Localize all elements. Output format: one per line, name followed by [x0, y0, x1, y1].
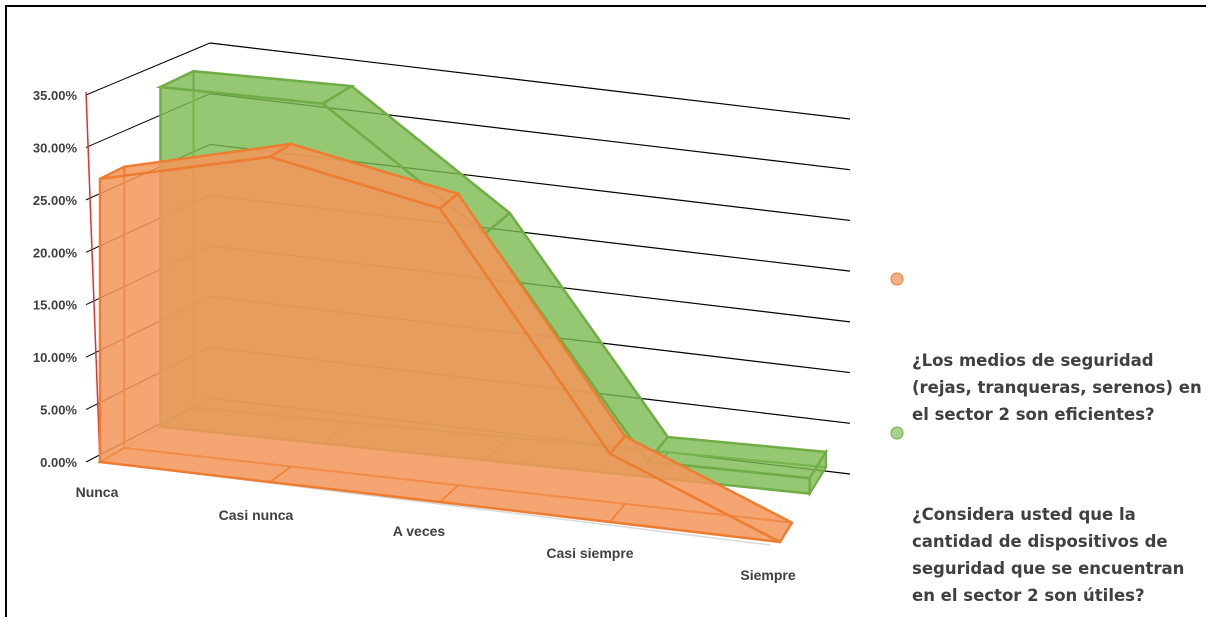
series-1-right-cap [779, 522, 793, 543]
x-tick-label: A veces [393, 523, 446, 539]
y-tick-label: 35.00% [33, 88, 78, 103]
series-1-front-face [98, 155, 781, 544]
legend-entry-series-1: ¿Los medios de seguridad (rejas, tranque… [890, 266, 1208, 455]
y-tick-label: 0.00% [40, 455, 77, 470]
y-tick-label: 10.00% [33, 350, 78, 365]
legend-swatch-2-icon [890, 426, 904, 440]
x-tick-label: Casi nunca [219, 507, 294, 523]
y-tick-label: 5.00% [40, 403, 77, 418]
series-1-floor-divider [439, 484, 459, 503]
series-1-floor-divider [269, 465, 292, 483]
x-tick-label: Siempre [740, 567, 795, 583]
x-tick-label: Nunca [76, 484, 119, 500]
series-1-floor-divider [609, 503, 626, 523]
legend-swatch-1-icon [890, 272, 904, 286]
y-axis [85, 91, 101, 463]
side-gridline [85, 42, 211, 96]
y-tick-label: 30.00% [33, 140, 78, 155]
y-tick-label: 20.00% [33, 245, 78, 260]
y-tick-label: 15.00% [33, 298, 78, 313]
x-tick-label: Casi siempre [546, 545, 633, 561]
legend-entry-series-2: ¿Considera usted que la cantidad de disp… [890, 420, 1204, 636]
gridline [209, 42, 851, 120]
y-tick-label: 25.00% [33, 193, 78, 208]
area-chart-3d: 0.00% 5.00% 10.00% 15.00% 20.00% 25.00% 30.00%… [33, 42, 851, 583]
legend-label-2: ¿Considera usted que la cantidad de disp… [912, 505, 1191, 605]
legend-label-1: ¿Los medios de seguridad (rejas, tranque… [912, 351, 1208, 424]
chart-frame [5, 5, 1206, 617]
